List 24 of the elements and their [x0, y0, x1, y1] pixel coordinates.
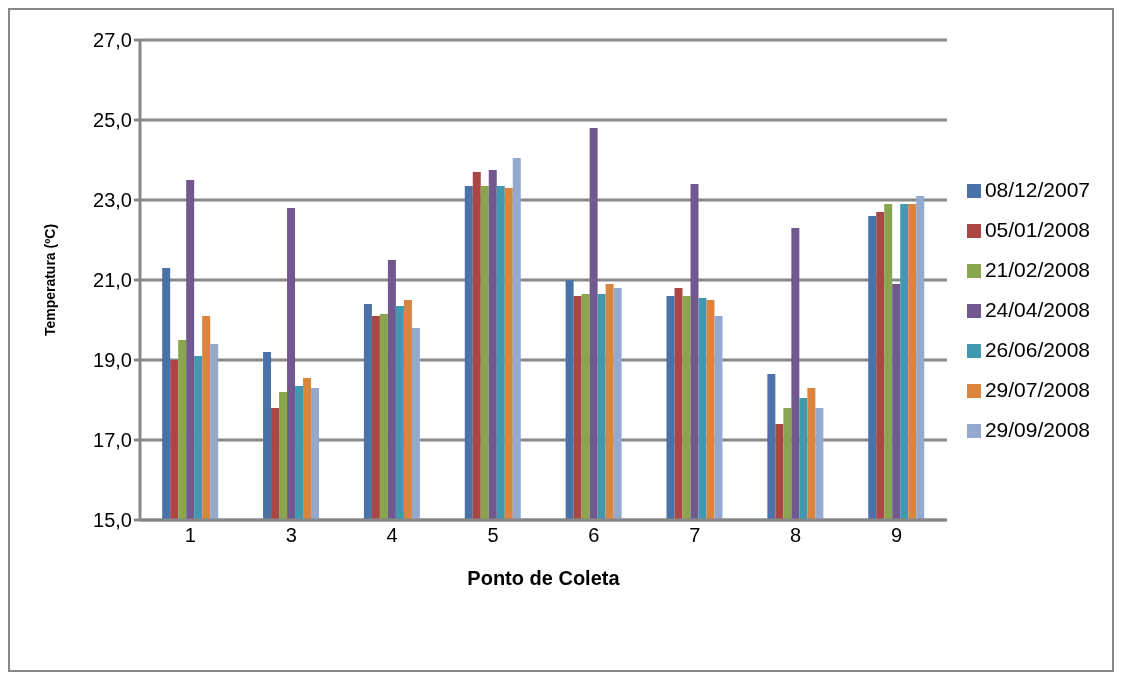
x-tick-label: 9 — [890, 524, 903, 547]
legend-label: 05/01/2008 — [984, 218, 1090, 241]
y-tick-label: 15,0 — [93, 509, 132, 532]
legend-label: 29/09/2008 — [984, 418, 1090, 441]
y-tick-label: 23,0 — [93, 189, 132, 212]
x-tick-label: 6 — [588, 524, 600, 547]
x-tick-label: 5 — [487, 524, 499, 547]
y-axis-title: Temperatura (ºC) — [41, 223, 58, 337]
x-axis-title: Ponto de Coleta — [467, 567, 621, 589]
y-tick-label: 27,0 — [93, 29, 132, 52]
y-tick-label: 17,0 — [93, 429, 132, 452]
legend-label: 08/12/2007 — [984, 178, 1090, 201]
x-tick-label: 4 — [386, 524, 398, 547]
x-tick-label: 3 — [285, 524, 297, 547]
legend-label: 26/06/2008 — [984, 338, 1090, 361]
y-tick-label: 21,0 — [93, 269, 132, 292]
y-tick-label: 19,0 — [93, 349, 132, 372]
legend-label: 24/04/2008 — [984, 298, 1090, 321]
legend-label: 21/02/2008 — [984, 258, 1090, 281]
legend-label: 29/07/2008 — [984, 378, 1090, 401]
y-tick-label: 25,0 — [93, 109, 132, 132]
x-tick-label: 8 — [790, 524, 802, 547]
x-tick-label: 1 — [184, 524, 196, 547]
x-tick-label: 7 — [689, 524, 701, 547]
